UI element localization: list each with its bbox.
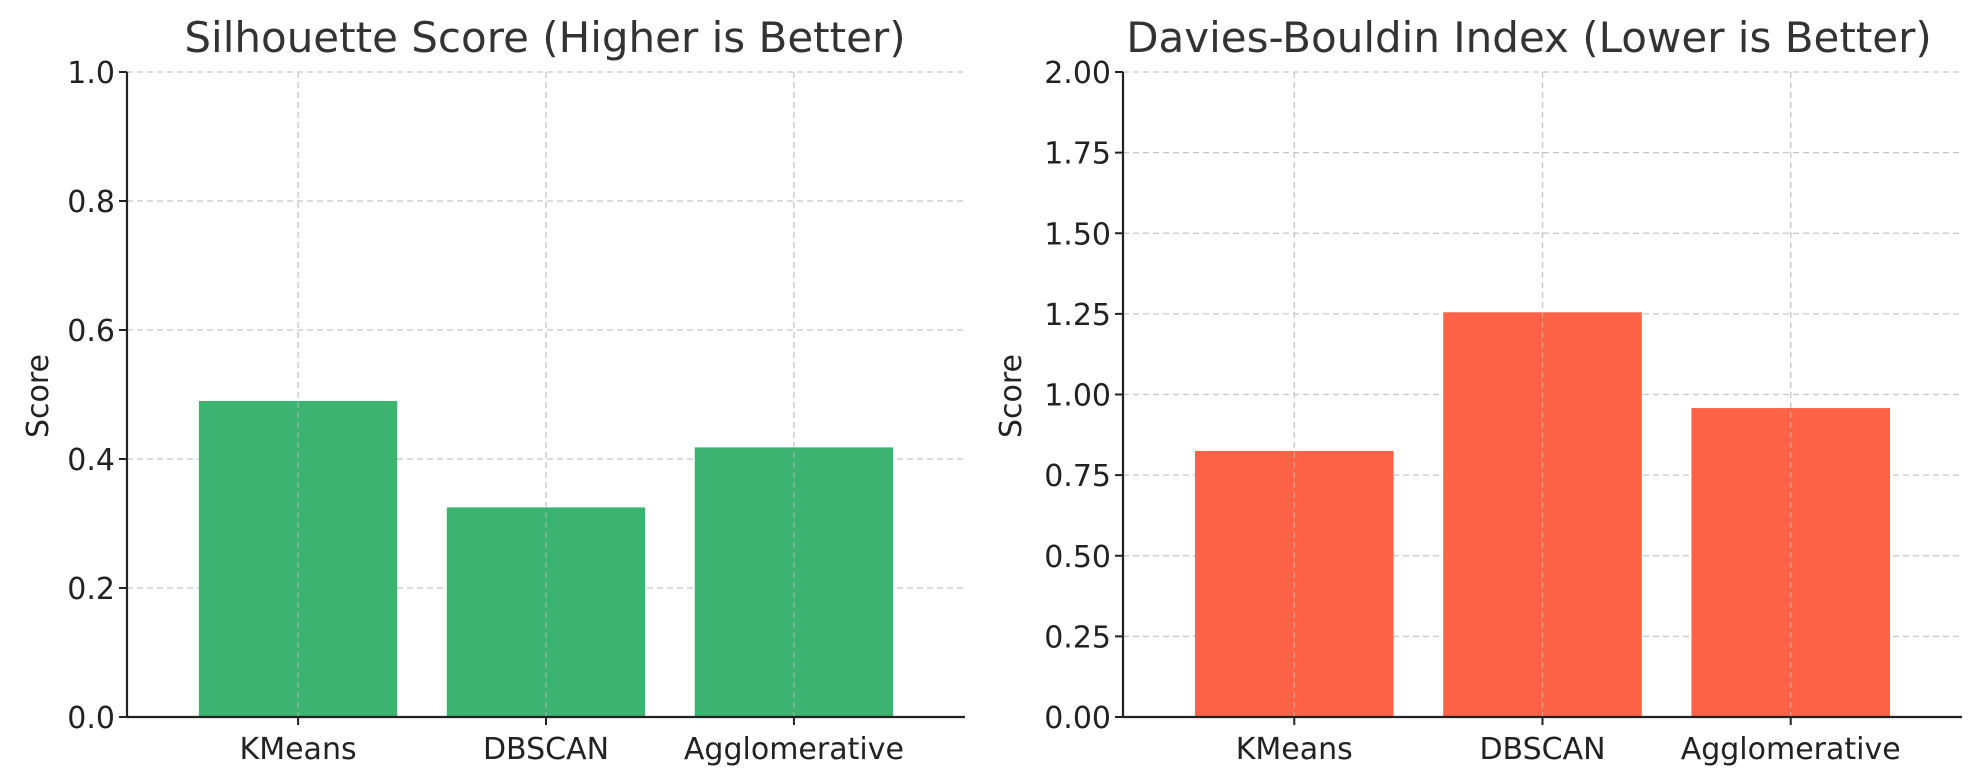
bars xyxy=(198,400,894,717)
y-tick-label: 1.25 xyxy=(1044,298,1111,333)
x-tick-label: KMeans xyxy=(1236,732,1353,767)
y-tick-label: 0.50 xyxy=(1044,540,1111,575)
y-tick-label: 0.8 xyxy=(67,185,115,220)
silhouette-score-panel: Silhouette Score (Higher is Better) Scor… xyxy=(21,13,965,767)
x-tick-label: DBSCAN xyxy=(1479,732,1605,767)
y-tick-label: 1.0 xyxy=(67,56,115,91)
y-tick-label: 1.75 xyxy=(1044,137,1111,172)
y-tick-label: 0.6 xyxy=(67,314,115,349)
gridlines-over xyxy=(1293,72,1792,717)
x-tick-label: Agglomerative xyxy=(1681,732,1901,767)
y-axis-label: Score xyxy=(21,354,56,438)
chart-title: Davies-Bouldin Index (Lower is Better) xyxy=(1126,13,1932,62)
y-tick-label: 1.00 xyxy=(1044,379,1111,414)
davies-bouldin-panel: Davies-Bouldin Index (Lower is Better) S… xyxy=(994,13,1962,767)
y-tick-label: 0.00 xyxy=(1044,701,1111,736)
y-axis-label: Score xyxy=(994,354,1029,438)
y-tick-label: 2.00 xyxy=(1044,56,1111,91)
bar-kmeans xyxy=(198,400,398,717)
x-tick-label: DBSCAN xyxy=(483,732,609,767)
y-tick-label: 0.75 xyxy=(1044,459,1111,494)
y-tick-label: 0.25 xyxy=(1044,620,1111,655)
x-tick-label: KMeans xyxy=(240,732,357,767)
x-tick-label: Agglomerative xyxy=(684,732,904,767)
y-tick-label: 0.2 xyxy=(67,572,115,607)
y-tick-label: 1.50 xyxy=(1044,217,1111,252)
chart-title: Silhouette Score (Higher is Better) xyxy=(184,13,905,62)
y-tick-label: 0.0 xyxy=(67,701,115,736)
y-tick-label: 0.4 xyxy=(67,443,115,478)
gridlines-over xyxy=(297,72,795,717)
